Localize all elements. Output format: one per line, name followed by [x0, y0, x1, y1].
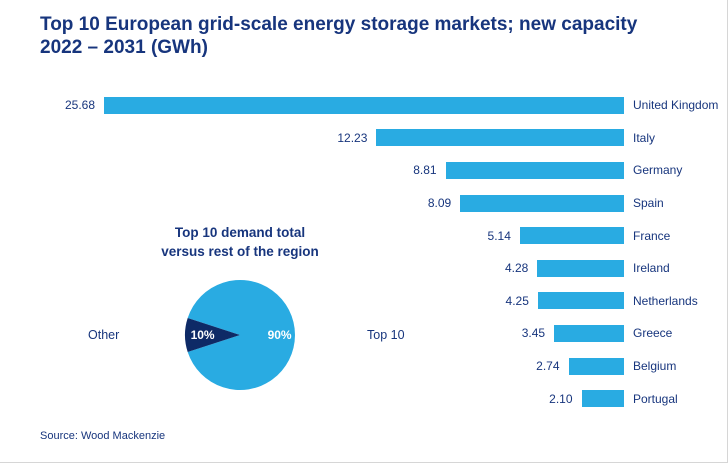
- bar: [568, 357, 624, 375]
- bar-value-label: 2.74: [536, 359, 560, 374]
- bar-category-label: Spain: [633, 196, 664, 211]
- pie-slice-label-top10: Top 10: [367, 328, 405, 342]
- bar: [460, 194, 624, 212]
- bar-category-label: Belgium: [633, 359, 677, 374]
- bar: [104, 96, 624, 114]
- bar-category-label: Ireland: [633, 261, 670, 276]
- bar-row: 2.10 Portugal: [0, 382, 727, 415]
- bar: [376, 129, 624, 147]
- bar-category-label: Germany: [633, 163, 683, 178]
- bar-value-label: 2.10: [549, 391, 573, 406]
- bar-value-label: 4.28: [504, 261, 529, 276]
- pie-slice-other: [184, 318, 240, 352]
- bar-row: 4.28 Ireland: [0, 252, 727, 285]
- bar-category-label: Netherlands: [633, 293, 698, 308]
- bar: [554, 324, 624, 342]
- bar-row: 8.09 Spain: [0, 187, 727, 220]
- bar-value-label: 25.68: [64, 98, 95, 113]
- bar-category-label: United Kingdom: [633, 98, 719, 113]
- pie-slice-label-other: Other: [88, 328, 120, 342]
- bar-value-label: 4.25: [505, 293, 529, 308]
- pie-slice-percent: 90%: [268, 328, 292, 342]
- bar-category-label: France: [633, 228, 671, 243]
- page-title: Top 10 European grid-scale energy storag…: [40, 14, 637, 60]
- pie-chart: 90% 10%: [184, 280, 295, 390]
- source-note: Source: Wood Mackenzie: [40, 430, 166, 442]
- bar-row: 12.23 Italy: [0, 122, 727, 155]
- title-line-2: 2022 – 2031 (GWh): [40, 36, 208, 58]
- pie-title-line-1: Top 10 demand total: [174, 225, 306, 240]
- bar: [519, 227, 624, 245]
- bar-value-label: 8.09: [427, 196, 452, 211]
- bar-row: 3.45 Greece: [0, 317, 727, 350]
- bar: [581, 390, 624, 408]
- bar-value-label: 8.81: [413, 163, 437, 178]
- bar-value-label: 5.14: [487, 228, 511, 243]
- bar-row: 25.68 United Kingdom: [0, 89, 727, 122]
- bar-value-label: 3.45: [521, 326, 546, 341]
- pie-title-line-2: versus rest of the region: [161, 243, 319, 259]
- title-line-1: Top 10 European grid-scale energy storag…: [40, 14, 638, 35]
- bar-row: 5.14 France: [0, 219, 727, 252]
- bar-category-label: Italy: [633, 130, 656, 145]
- bar-value-label: 12.23: [337, 130, 368, 145]
- bar: [537, 292, 624, 310]
- bar-row: 8.81 Germany: [0, 154, 727, 187]
- bar-category-label: Portugal: [633, 391, 678, 406]
- bar: [537, 259, 624, 277]
- bar-chart: 25.68 United Kingdom 12.23 Italy 8.81 Germany…: [0, 89, 727, 415]
- bar: [445, 161, 624, 179]
- pie-chart-title: Top 10 demand total versus rest of the r…: [128, 224, 352, 262]
- bar-row: 4.25 Netherlands: [0, 285, 727, 318]
- pie-slice-percent: 10%: [191, 328, 215, 342]
- bar-category-label: Greece: [633, 326, 673, 341]
- pie-slice-top-10: [187, 280, 295, 390]
- bar-row: 2.74 Belgium: [0, 350, 727, 383]
